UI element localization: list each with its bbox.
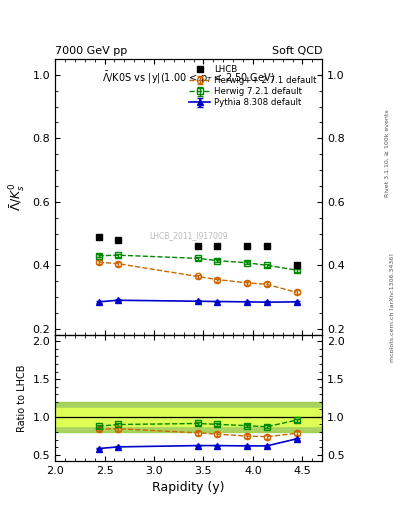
Bar	[55, 402, 322, 432]
LHCB	[245, 243, 250, 249]
Y-axis label: Ratio to LHCB: Ratio to LHCB	[17, 364, 27, 432]
X-axis label: Rapidity (y): Rapidity (y)	[152, 481, 225, 494]
Text: mcplots.cern.ch [arXiv:1306.3436]: mcplots.cern.ch [arXiv:1306.3436]	[390, 253, 393, 361]
Text: LHCB_2011_I917009: LHCB_2011_I917009	[149, 231, 228, 240]
LHCB	[195, 243, 200, 249]
Text: 7000 GeV pp: 7000 GeV pp	[55, 46, 127, 56]
Line: LHCB: LHCB	[95, 233, 300, 268]
Legend: LHCB, Herwig++ 2.7.1 default, Herwig 7.2.1 default, Pythia 8.308 default: LHCB, Herwig++ 2.7.1 default, Herwig 7.2…	[187, 63, 318, 109]
LHCB	[116, 237, 121, 243]
Y-axis label: $\bar{\Lambda}/K^0_s$: $\bar{\Lambda}/K^0_s$	[7, 183, 27, 211]
Bar	[55, 408, 322, 426]
LHCB	[215, 243, 220, 249]
Text: $\bar{\Lambda}$/K0S vs |y|(1.00 < p$_T$ < 2.50 GeV): $\bar{\Lambda}$/K0S vs |y|(1.00 < p$_T$ …	[102, 70, 275, 86]
LHCB	[96, 233, 101, 240]
LHCB	[294, 262, 299, 268]
Text: Soft QCD: Soft QCD	[272, 46, 322, 56]
LHCB	[264, 243, 269, 249]
Text: Rivet 3.1.10, ≥ 100k events: Rivet 3.1.10, ≥ 100k events	[385, 110, 389, 198]
